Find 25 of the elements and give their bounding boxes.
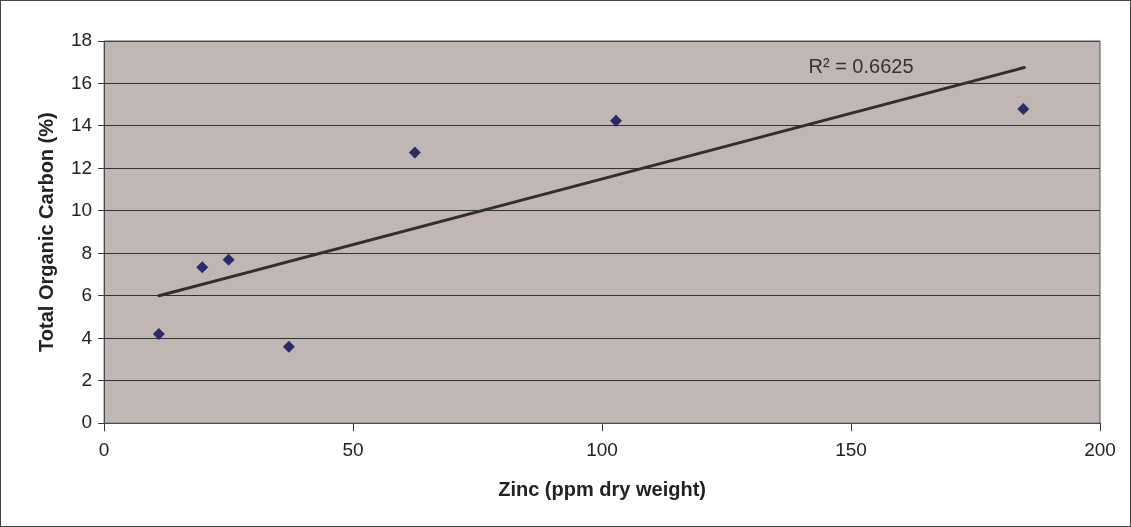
x-tick-label: 150 bbox=[835, 438, 867, 460]
y-tick-label: 18 bbox=[70, 29, 93, 51]
point bbox=[222, 253, 235, 266]
x-tick-label: 100 bbox=[586, 438, 618, 460]
y-tick-label: 14 bbox=[70, 114, 93, 136]
x-tick-label: 0 bbox=[98, 438, 110, 460]
y-tick-label: 12 bbox=[70, 156, 93, 178]
point bbox=[152, 328, 165, 341]
y-tick-label: 8 bbox=[81, 241, 93, 263]
y-tick-label: 2 bbox=[81, 368, 93, 390]
point bbox=[1017, 102, 1030, 115]
point bbox=[196, 261, 209, 274]
x-axis-title: Zinc (ppm dry weight) bbox=[498, 477, 706, 500]
y-tick-label: 10 bbox=[70, 199, 93, 221]
y-tick-label: 0 bbox=[81, 411, 93, 433]
x-tick-label: 200 bbox=[1084, 438, 1116, 460]
point bbox=[610, 114, 623, 127]
annotation: R² = 0.6625 bbox=[808, 54, 914, 77]
y-axis-title: Total Organic Carbon (%) bbox=[34, 112, 57, 352]
y-tick-label: 16 bbox=[70, 71, 93, 93]
x-tick-label: 50 bbox=[342, 438, 364, 460]
y-tick-label: 6 bbox=[81, 284, 93, 306]
y-tick-label: 4 bbox=[81, 326, 93, 348]
point bbox=[408, 146, 421, 159]
point bbox=[282, 340, 295, 353]
